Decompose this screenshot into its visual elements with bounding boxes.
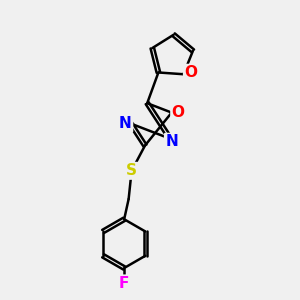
Text: O: O [184, 65, 197, 80]
Text: N: N [119, 116, 132, 131]
Text: N: N [165, 134, 178, 149]
Text: F: F [119, 276, 129, 291]
Text: S: S [126, 163, 137, 178]
Text: O: O [172, 105, 185, 120]
